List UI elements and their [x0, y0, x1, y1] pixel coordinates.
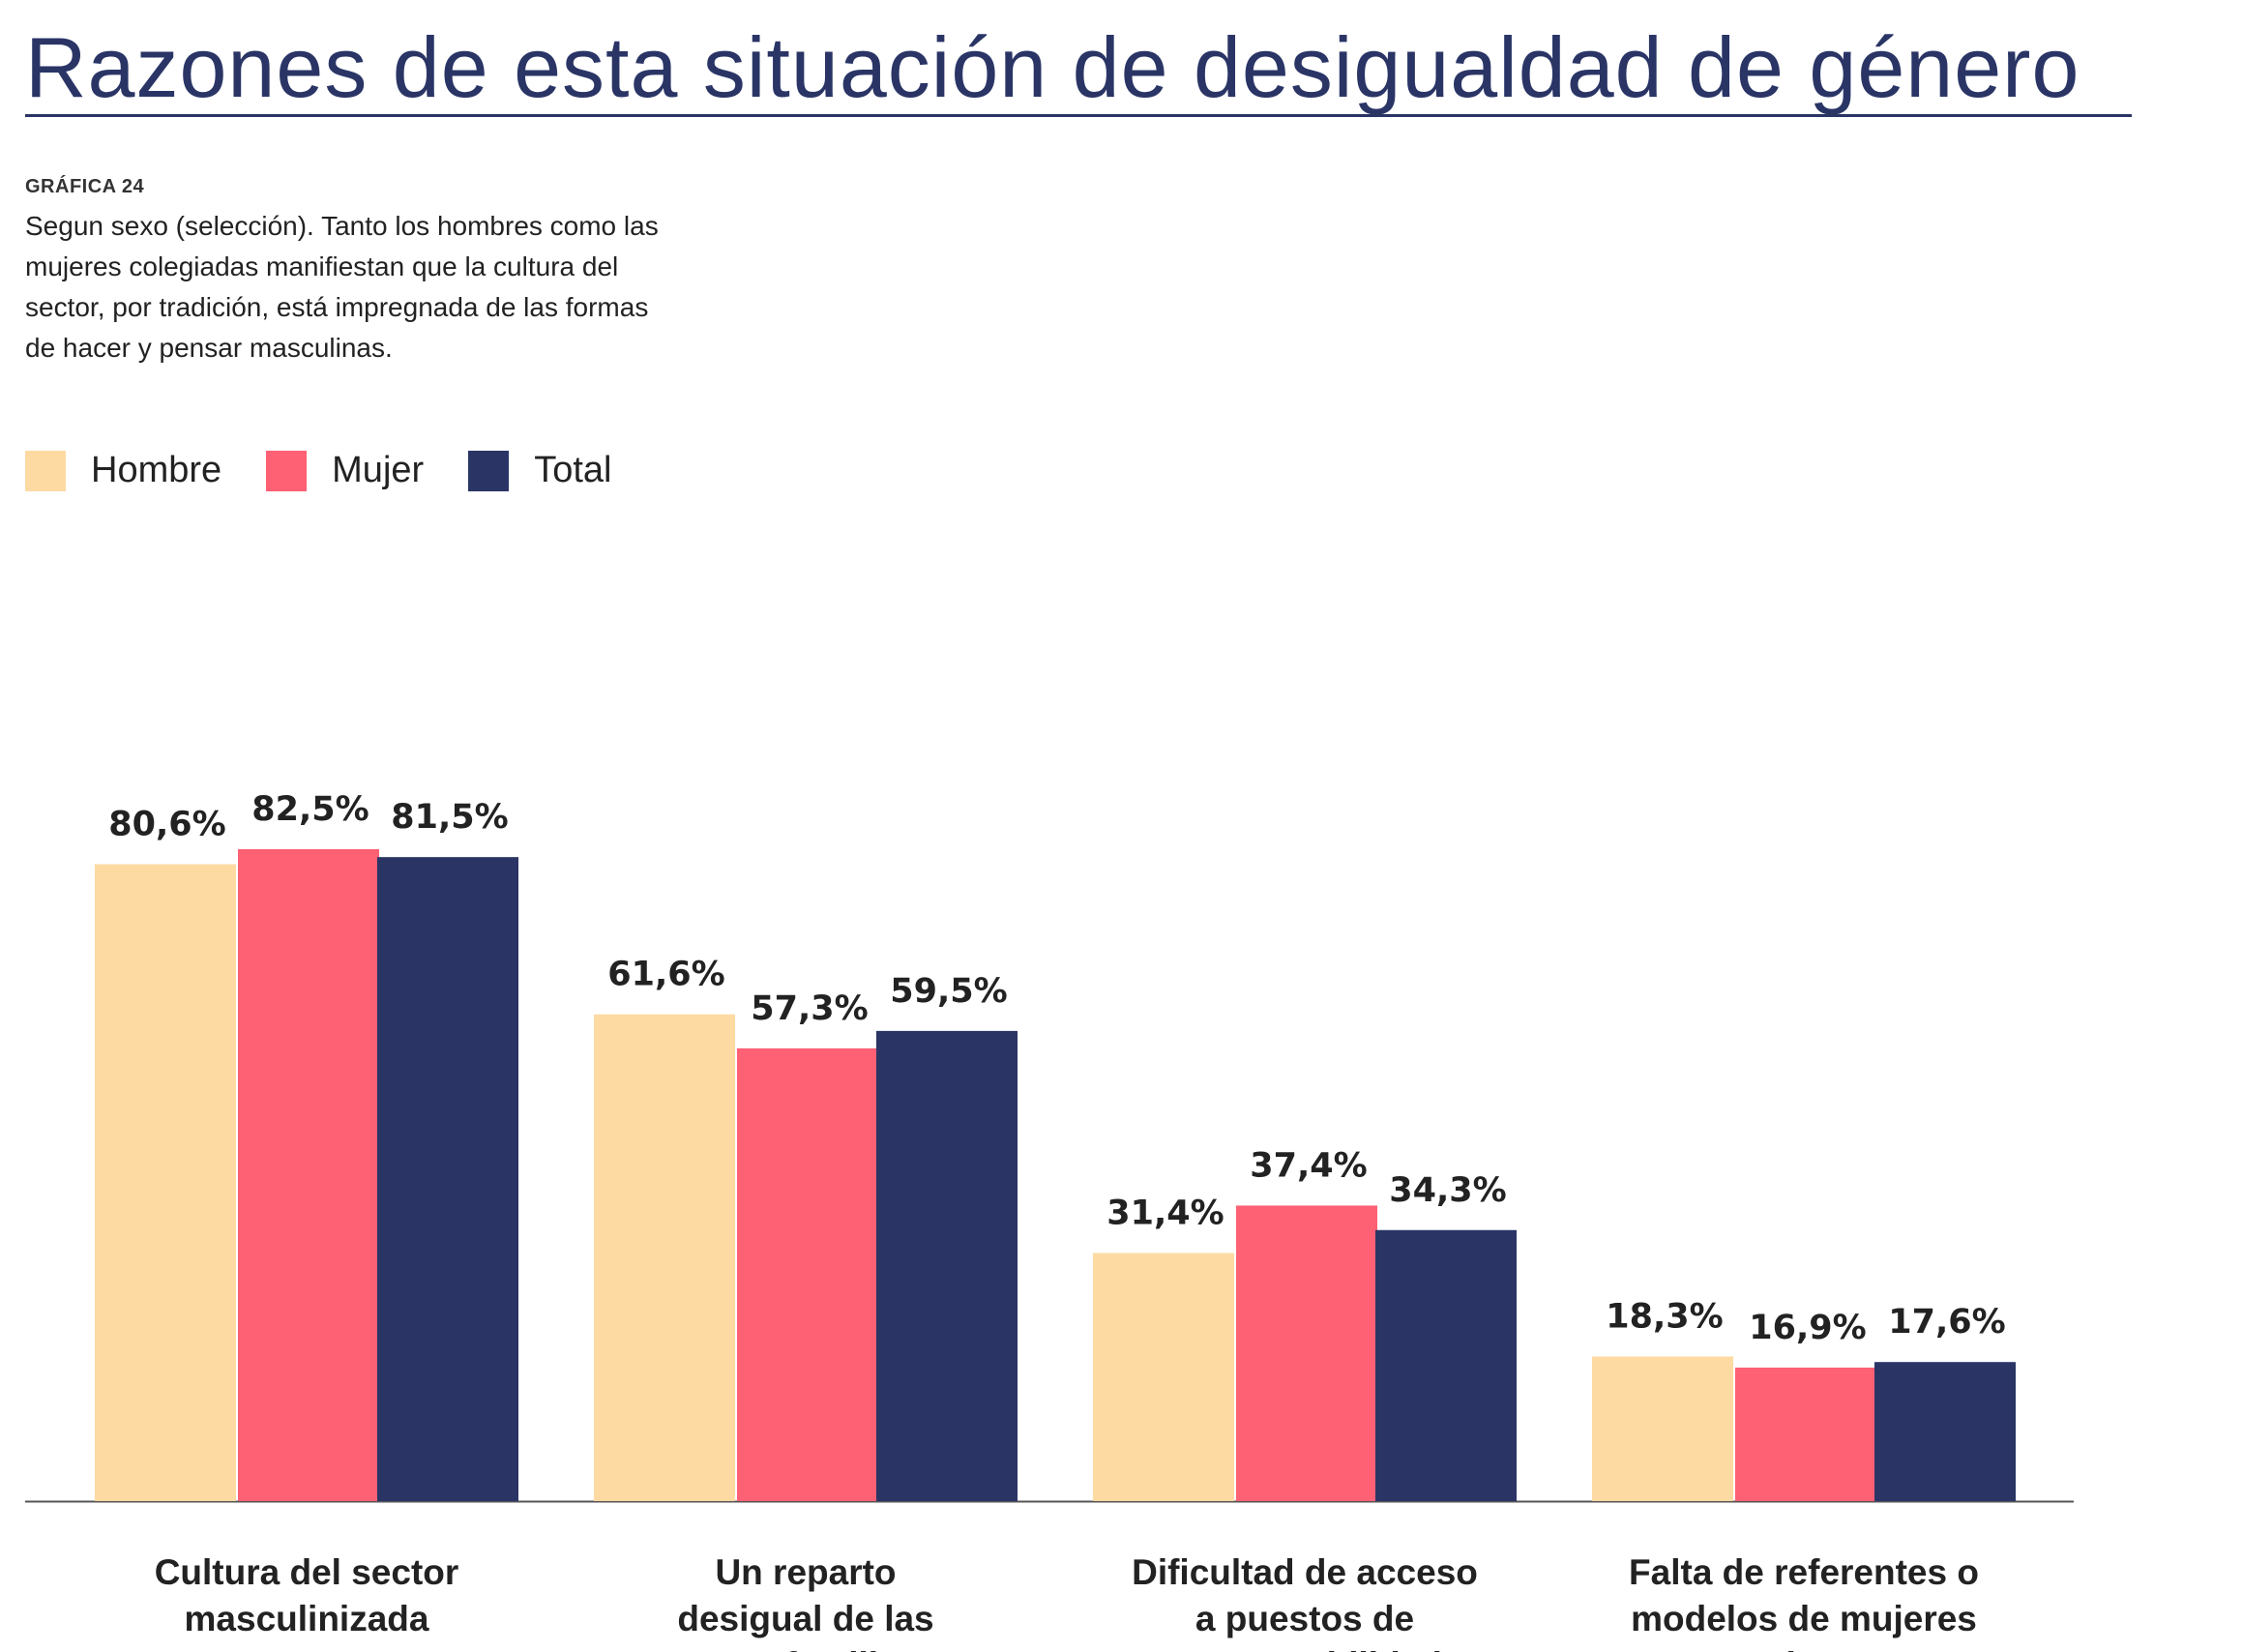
category-label-4: arquitectas [1708, 1645, 1899, 1652]
data-label-total-2: 59,5% [890, 972, 1007, 1011]
bar-hombre-4 [1592, 1356, 1733, 1501]
chart-description: Segun sexo (selección). Tanto los hombre… [25, 211, 659, 363]
data-label-hombre-1: 80,6% [108, 805, 225, 843]
bar-total-4 [1874, 1362, 2016, 1501]
category-label-2: desigual de las [677, 1599, 933, 1638]
data-label-hombre-4: 18,3% [1606, 1297, 1723, 1336]
bar-mujer-1 [238, 848, 379, 1501]
page-title: Razones de esta situación de desigualdad… [25, 19, 2080, 115]
data-label-mujer-3: 37,4% [1250, 1146, 1367, 1185]
legend-label-mujer: Mujer [332, 450, 425, 490]
legend-swatch-total [468, 450, 510, 491]
graph-number: GRÁFICA 24 [25, 176, 145, 197]
data-label-mujer-4: 16,9% [1749, 1309, 1866, 1347]
legend-swatch-mujer [266, 450, 308, 491]
legend-item-mujer: Mujer [266, 450, 424, 491]
category-label-1: masculinizada [185, 1599, 429, 1638]
data-label-mujer-1: 82,5% [251, 790, 369, 829]
category-label-3: responsabilidad [1167, 1645, 1442, 1652]
data-label-mujer-2: 57,3% [751, 989, 868, 1028]
category-label-1: Cultura del sector [155, 1552, 459, 1592]
category-label-2: Un reparto [715, 1552, 896, 1592]
bar-mujer-4 [1735, 1367, 1876, 1501]
legend-label-hombre: Hombre [91, 450, 222, 490]
data-label-total-3: 34,3% [1389, 1171, 1506, 1210]
bar-total-2 [876, 1030, 1018, 1501]
bar-mujer-2 [737, 1047, 878, 1501]
bar-hombre-3 [1093, 1253, 1234, 1501]
bar-total-3 [1375, 1229, 1517, 1501]
category-label-4: modelos de mujeres [1631, 1599, 1977, 1638]
category-label-4: Falta de referentes o [1629, 1552, 1979, 1592]
category-label-2: cargas familiares [660, 1645, 952, 1652]
legend-item-total: Total [468, 450, 611, 491]
bar-total-1 [377, 857, 518, 1501]
legend-label-total: Total [534, 450, 612, 490]
title-underline [25, 114, 2132, 117]
legend-item-hombre: Hombre [25, 450, 221, 491]
legend: Hombre Mujer Total [25, 450, 656, 491]
bar-mujer-3 [1236, 1205, 1377, 1501]
data-label-total-4: 17,6% [1888, 1303, 2005, 1342]
category-label-3: Dificultad de acceso [1132, 1552, 1478, 1592]
data-label-total-1: 81,5% [391, 798, 508, 837]
bar-hombre-1 [95, 864, 236, 1501]
data-label-hombre-3: 31,4% [1106, 1194, 1224, 1232]
legend-swatch-hombre [25, 450, 66, 491]
bar-hombre-2 [594, 1014, 735, 1501]
category-label-3: a puestos de [1195, 1599, 1414, 1638]
data-label-hombre-2: 61,6% [607, 956, 724, 994]
